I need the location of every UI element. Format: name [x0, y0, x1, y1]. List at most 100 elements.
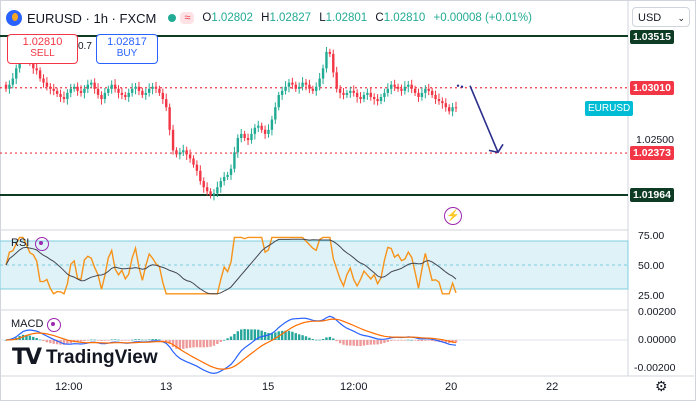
chevron-down-icon: ⌄	[677, 13, 685, 23]
candle-body	[113, 84, 117, 89]
macd-histogram-bar	[349, 340, 352, 346]
macd-histogram-bar	[338, 340, 342, 344]
candle-body	[417, 92, 420, 97]
candle-body	[263, 129, 267, 134]
macd-histogram-bar	[229, 336, 233, 340]
rsi-settings-icon[interactable]	[35, 237, 49, 251]
macd-tick-bottom: -0.00200	[634, 362, 676, 374]
macd-histogram-bar	[134, 339, 137, 340]
currency-selector[interactable]: USD ⌄	[632, 7, 690, 27]
candle-body	[366, 92, 369, 95]
macd-histogram-bar	[25, 334, 28, 340]
candle-body	[222, 176, 226, 182]
macd-histogram-bar	[318, 339, 321, 341]
sell-button[interactable]: 1.02810 SELL	[7, 34, 78, 64]
macd-histogram-bar	[127, 340, 130, 341]
candle-body	[130, 88, 134, 93]
sell-price: 1.02810	[22, 36, 63, 48]
macd-histogram-bar	[304, 336, 308, 340]
macd-histogram-bar	[202, 340, 205, 348]
candle-body	[134, 86, 137, 89]
macd-label[interactable]: MACD	[11, 318, 44, 330]
candle-body	[301, 82, 304, 87]
candle-body	[284, 86, 287, 91]
candle-body	[253, 127, 257, 134]
gear-icon[interactable]: ⚙	[655, 378, 668, 394]
macd-histogram-bar	[117, 339, 120, 341]
macd-histogram-bar	[376, 340, 379, 345]
macd-histogram-bar	[355, 340, 359, 346]
macd-histogram-bar	[400, 340, 403, 341]
macd-histogram-bar	[100, 340, 103, 341]
time-label: 12:00	[340, 381, 368, 393]
candle-body	[127, 92, 130, 97]
candle-body	[287, 82, 291, 87]
candle-body	[407, 84, 410, 87]
rsi-label[interactable]: RSI	[11, 237, 30, 249]
macd-histogram-bar	[192, 340, 195, 348]
candle-body	[137, 86, 141, 91]
candle-body	[205, 187, 209, 192]
candle-body	[103, 92, 107, 100]
candle-body	[427, 88, 430, 91]
candle-body	[369, 92, 372, 97]
macd-histogram-bar	[287, 330, 291, 340]
candle-body	[100, 94, 103, 100]
candle-body	[66, 92, 69, 100]
candle-body	[45, 82, 49, 87]
candle-body	[311, 88, 315, 91]
macd-histogram-bar	[28, 335, 32, 340]
candle-body	[76, 86, 79, 91]
candle-body	[52, 88, 55, 91]
macd-histogram-bar	[366, 340, 369, 345]
macd-settings-icon[interactable]	[47, 318, 61, 332]
macd-histogram-bar	[209, 340, 212, 347]
candle-body	[294, 84, 297, 89]
macd-histogram-bar	[362, 340, 366, 346]
macd-histogram-bar	[188, 340, 192, 348]
candle-body	[192, 158, 195, 165]
macd-histogram-bar	[199, 340, 202, 348]
symbol-title[interactable]: EURUSD · 1h · FXCM	[27, 10, 157, 26]
buy-price: 1.02817	[107, 36, 147, 48]
candle-body	[393, 84, 396, 87]
macd-histogram-bar	[144, 339, 147, 341]
macd-histogram-bar	[294, 333, 297, 340]
candle-body	[178, 152, 182, 155]
macd-histogram-bar	[35, 338, 38, 340]
rsi-tick-75: 75.00	[638, 230, 665, 242]
candle-body	[185, 150, 188, 155]
macd-histogram-bar	[147, 339, 151, 341]
macd-histogram-bar	[311, 339, 315, 340]
currency-value: USD	[638, 12, 662, 24]
candle-body	[236, 138, 240, 153]
lightning-icon[interactable]: ⚡	[444, 207, 462, 225]
candle-body	[38, 70, 42, 79]
candle-body	[410, 84, 413, 89]
candle-body	[83, 88, 86, 93]
macd-signal-line	[5, 318, 457, 370]
candle-body	[403, 86, 407, 91]
macd-histogram-bar	[315, 339, 318, 341]
macd-histogram-bar	[52, 340, 55, 344]
macd-histogram-bar	[212, 340, 216, 346]
price-tag-support: 1.01964	[630, 188, 674, 202]
candle-body	[342, 92, 345, 95]
candle-body	[209, 191, 212, 196]
legend-header: EURUSD · 1h · FXCM ≈ O1.02802 H1.02827 L…	[6, 8, 532, 28]
macd-histogram-bar	[280, 330, 284, 340]
candle-body	[141, 90, 144, 95]
buy-button[interactable]: 1.02817 BUY	[96, 34, 158, 64]
macd-histogram-bar	[297, 334, 301, 340]
macd-histogram-bar	[260, 330, 263, 340]
macd-histogram-bar	[161, 340, 165, 341]
candle-body	[11, 78, 15, 85]
macd-histogram-bar	[216, 340, 219, 345]
candle-body	[93, 82, 96, 89]
candle-body	[260, 125, 263, 130]
candle-body	[15, 68, 18, 79]
candle-body	[202, 181, 205, 188]
macd-histogram-bar	[250, 329, 253, 340]
macd-histogram-bar	[83, 340, 86, 342]
